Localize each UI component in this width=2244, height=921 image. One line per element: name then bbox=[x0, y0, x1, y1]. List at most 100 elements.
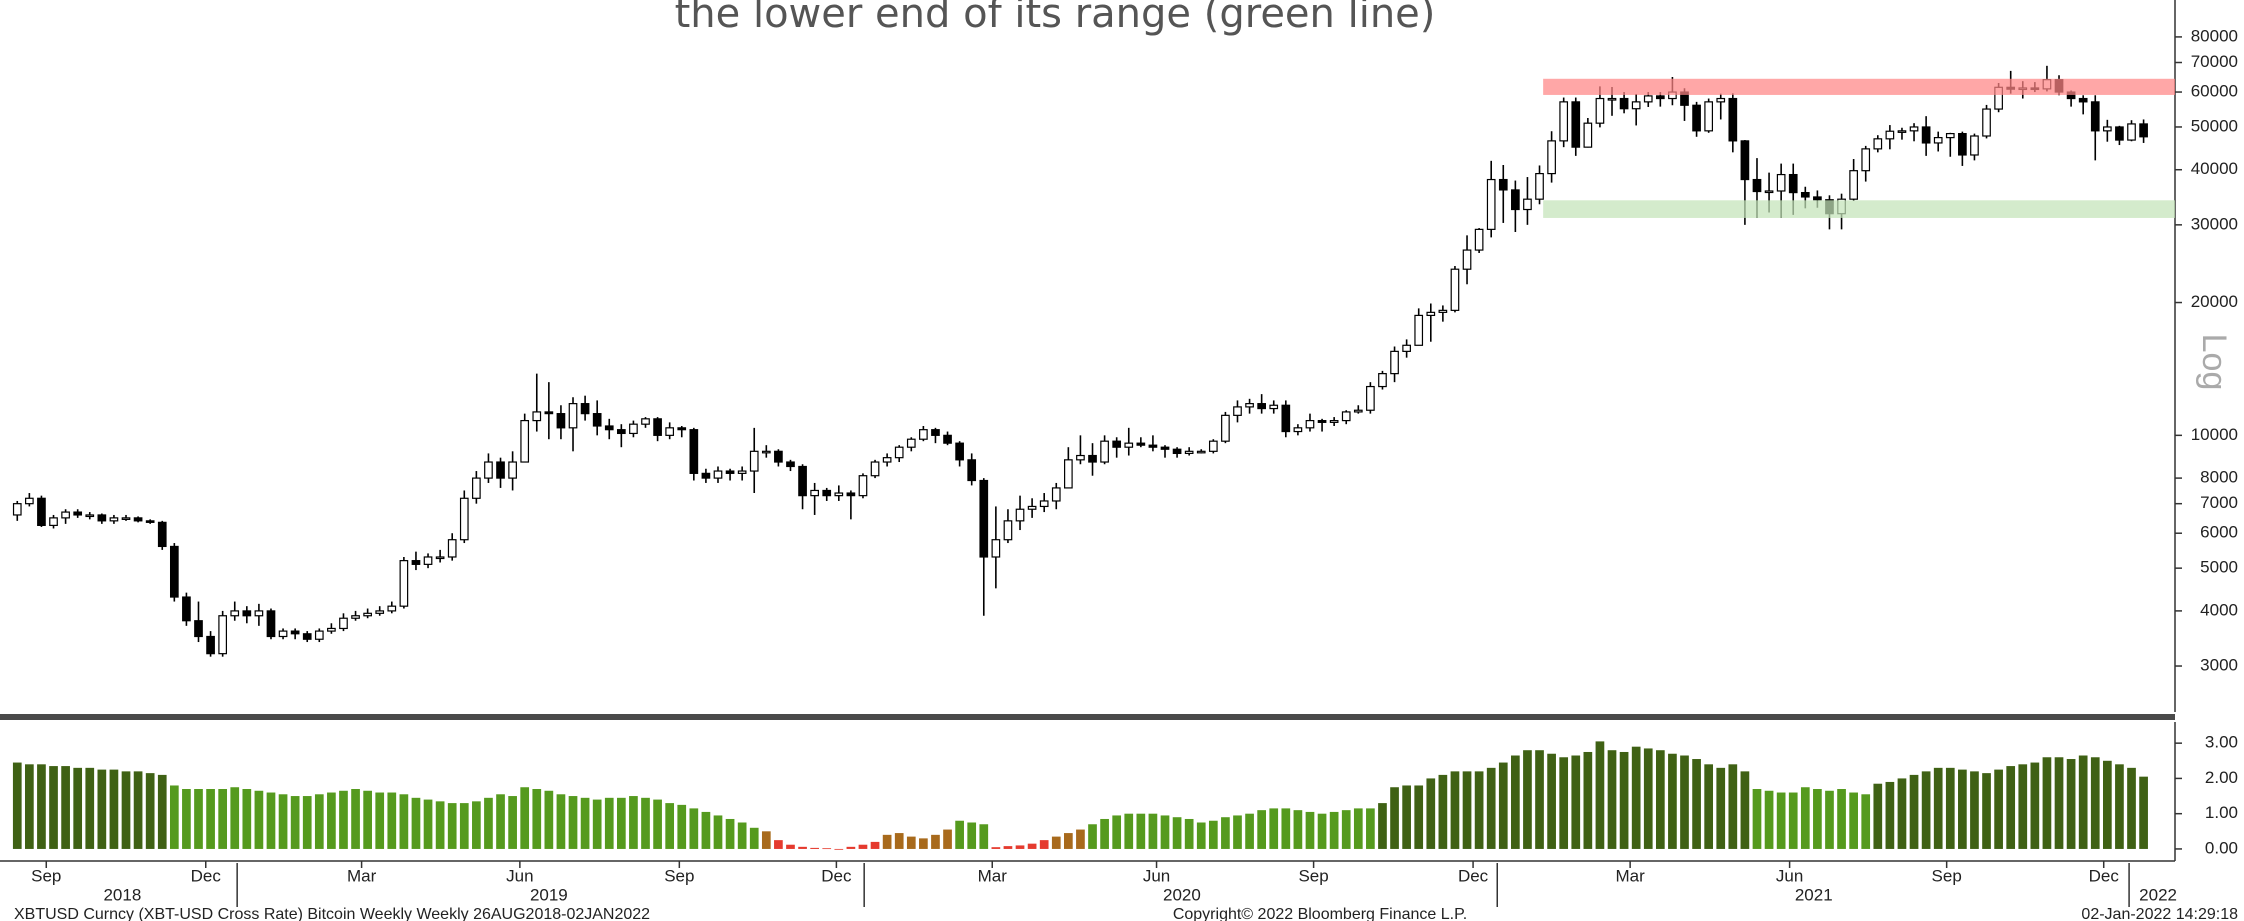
bar bbox=[459, 803, 469, 849]
bar bbox=[592, 799, 602, 849]
candle-body bbox=[1414, 314, 1424, 346]
bar bbox=[266, 792, 276, 849]
bar bbox=[1655, 750, 1665, 849]
bar bbox=[254, 790, 264, 849]
candle-body bbox=[2102, 126, 2112, 132]
bar bbox=[206, 789, 215, 849]
bar bbox=[1716, 767, 1726, 849]
candle-body bbox=[12, 503, 22, 516]
bar bbox=[580, 797, 590, 849]
bar bbox=[508, 796, 517, 849]
bar bbox=[1583, 751, 1593, 849]
bar bbox=[2139, 776, 2148, 849]
bar bbox=[774, 840, 783, 849]
bar bbox=[882, 834, 892, 849]
y-tick-label: 3.00 bbox=[2205, 733, 2238, 752]
candle-body bbox=[145, 520, 155, 523]
x-tick-label: Sep bbox=[1298, 866, 1328, 885]
candle-body bbox=[2078, 97, 2088, 103]
bar bbox=[49, 766, 58, 849]
candle-body bbox=[157, 521, 167, 548]
candle-body bbox=[1764, 190, 1774, 194]
candle-body bbox=[1221, 414, 1230, 442]
bar bbox=[810, 847, 819, 849]
candle-body bbox=[1438, 309, 1448, 313]
bar bbox=[375, 792, 385, 849]
bar bbox=[12, 762, 22, 849]
year-label: 2018 bbox=[103, 885, 141, 904]
x-tick-label: Mar bbox=[347, 866, 377, 885]
candle-body bbox=[375, 610, 385, 614]
candle-body bbox=[1426, 311, 1436, 317]
bar bbox=[2078, 755, 2088, 849]
candle-body bbox=[1607, 97, 1617, 101]
x-tick-label: Dec bbox=[191, 866, 222, 885]
candle-body bbox=[1076, 454, 1085, 461]
bar bbox=[967, 822, 977, 849]
bar bbox=[1221, 817, 1230, 849]
bar bbox=[1607, 750, 1617, 849]
y-tick-label: 30000 bbox=[2191, 214, 2238, 233]
bar bbox=[290, 796, 300, 849]
bar bbox=[1571, 755, 1581, 849]
year-label: 2020 bbox=[1163, 885, 1201, 904]
candle-body bbox=[1402, 344, 1411, 352]
bar bbox=[858, 844, 868, 849]
y-axis-label: Log bbox=[2195, 334, 2233, 391]
bar bbox=[133, 771, 143, 849]
bar bbox=[725, 818, 735, 849]
bar bbox=[955, 820, 964, 849]
candle-body bbox=[423, 556, 433, 565]
bar bbox=[1945, 767, 1955, 849]
bar bbox=[363, 790, 372, 849]
bar bbox=[411, 797, 421, 849]
bar bbox=[278, 794, 288, 849]
bar bbox=[339, 790, 348, 849]
candle-body bbox=[1317, 419, 1327, 423]
candle-body bbox=[1583, 122, 1593, 148]
candle-body bbox=[1498, 178, 1508, 191]
candle-body bbox=[1378, 373, 1387, 388]
bar bbox=[1849, 792, 1858, 849]
candle-body bbox=[1015, 508, 1025, 522]
bar bbox=[314, 794, 324, 849]
bar bbox=[1740, 771, 1750, 849]
bar bbox=[1486, 767, 1496, 849]
candle-body bbox=[109, 517, 119, 522]
candle-body bbox=[858, 475, 868, 497]
candle-body bbox=[544, 411, 554, 415]
bar bbox=[1825, 790, 1834, 849]
bar bbox=[1523, 750, 1532, 849]
range-band bbox=[1543, 78, 2175, 95]
bar bbox=[1317, 813, 1327, 849]
bar bbox=[302, 796, 312, 849]
candle-body bbox=[1341, 411, 1351, 422]
bar bbox=[1982, 773, 1991, 849]
candle-body bbox=[254, 610, 264, 617]
bar bbox=[1450, 771, 1460, 849]
bar bbox=[1619, 751, 1629, 849]
bar bbox=[1112, 815, 1122, 849]
y-tick-label: 1.00 bbox=[2205, 803, 2238, 822]
bar bbox=[1148, 813, 1158, 849]
bar bbox=[218, 789, 228, 849]
candle-body bbox=[979, 479, 989, 558]
bar bbox=[1281, 808, 1291, 849]
candle-body bbox=[1655, 95, 1665, 100]
bar bbox=[1366, 808, 1375, 849]
bar bbox=[1051, 836, 1061, 849]
y-tick-label: 5000 bbox=[2200, 558, 2238, 577]
candle-body bbox=[1776, 173, 1786, 192]
candle-body bbox=[496, 461, 505, 479]
bar bbox=[351, 789, 360, 849]
candle-body bbox=[278, 630, 288, 638]
bar bbox=[689, 808, 699, 849]
candle-body bbox=[592, 413, 602, 427]
bar bbox=[1160, 815, 1170, 849]
bar bbox=[1837, 789, 1846, 849]
candle-body bbox=[1958, 132, 1967, 156]
candle-body bbox=[1885, 130, 1895, 140]
bar bbox=[894, 833, 904, 849]
candle-body bbox=[97, 514, 107, 522]
